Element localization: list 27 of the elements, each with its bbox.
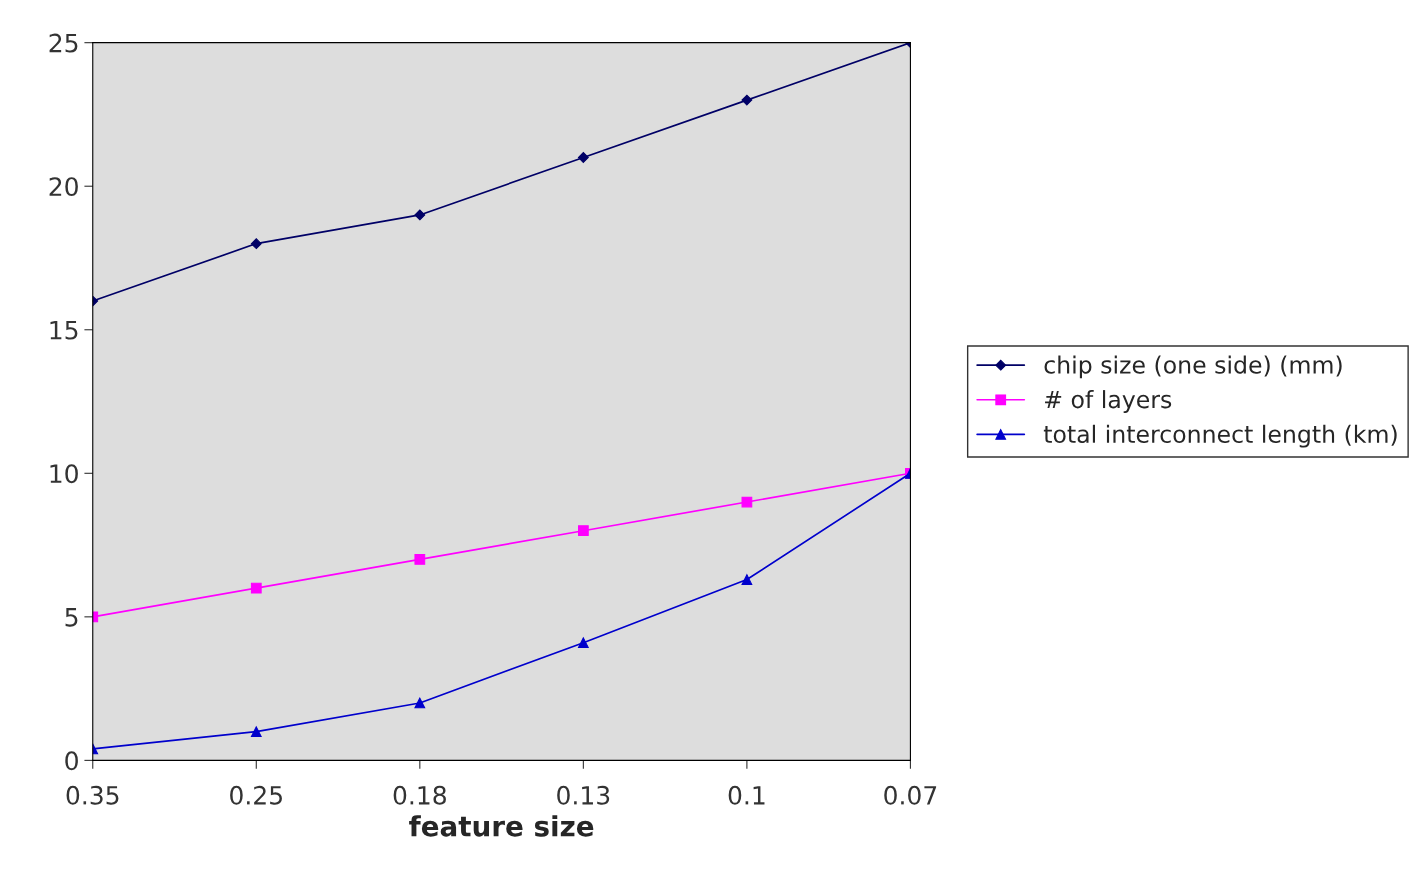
legend-label: chip size (one side) (mm) [1044,355,1342,379]
y-tick-label: 5 [65,608,78,627]
point [414,554,426,565]
point [741,574,753,585]
y-tick-label: 15 [50,321,78,340]
point [250,238,262,250]
y-tick-label: 10 [50,464,78,484]
x-tick-label: 0.18 [393,785,446,805]
y-tick-label: 25 [49,33,78,53]
point [414,209,426,221]
x-tick-label: 0.13 [557,785,610,805]
point [577,152,589,163]
y-tick-label: 20 [49,177,78,197]
point [741,94,753,106]
y-tick-label: 0 [65,751,78,771]
point [414,697,426,709]
x-tick-label: 0.25 [230,785,282,805]
x-axis-title: feature size [409,815,594,837]
point [577,525,589,537]
x-tick-label: 0.1 [728,785,765,805]
x-tick-label: 0.35 [66,785,119,805]
x-tick-label: 0.07 [884,785,937,805]
legend-label: # of layers [1045,390,1172,413]
point [250,582,262,594]
point [577,637,589,649]
legend-label: total interconnect length (km) [1043,424,1397,448]
point [250,726,262,738]
